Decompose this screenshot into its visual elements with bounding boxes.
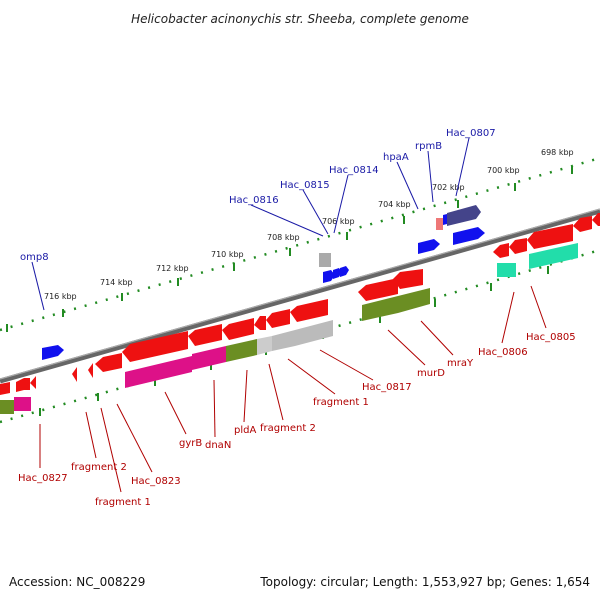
- top-leader-lines: [31, 137, 470, 311]
- gene-feature: [254, 316, 266, 330]
- tick-label: 698 kbp: [541, 148, 574, 157]
- tick-label: 708 kbp: [267, 233, 300, 242]
- gene-feature: [509, 238, 527, 254]
- gene-label-bottom: Hac_0817: [362, 382, 412, 393]
- gene-feature: [453, 227, 485, 245]
- gene-feature: [362, 296, 398, 321]
- tick-label: 702 kbp: [432, 183, 465, 192]
- gene-feature: [272, 330, 295, 351]
- gene-label-bottom: fragment 1: [95, 497, 151, 508]
- genome-backbone-highlight: [0, 208, 600, 380]
- gene-feature: [0, 400, 14, 414]
- gene-feature: [30, 376, 36, 389]
- gene-label-bottom: fragment 2: [71, 462, 127, 473]
- gene-label-top: rpmB: [415, 141, 442, 152]
- gene-feature: [319, 253, 331, 267]
- gene-feature: [222, 318, 254, 340]
- gene-feature: [192, 346, 226, 370]
- gene-feature: [72, 367, 77, 382]
- gene-label-bottom: murD: [417, 368, 445, 379]
- gene-feature: [290, 299, 328, 322]
- gene-label-top: Hac_0815: [280, 180, 330, 191]
- gene-feature: [295, 320, 333, 346]
- gene-label-bottom: Hac_0823: [131, 476, 181, 487]
- tick-label: 700 kbp: [487, 166, 520, 175]
- gene-feature: [436, 218, 443, 230]
- gene-feature: [95, 353, 122, 372]
- bottom-leader-lines: [39, 285, 547, 493]
- gene-feature: [323, 270, 335, 283]
- gene-feature: [418, 239, 440, 254]
- gene-feature: [125, 356, 192, 388]
- tick-label: 712 kbp: [156, 264, 189, 273]
- gene-feature: [257, 336, 272, 355]
- gene-feature: [592, 213, 600, 226]
- gene-feature: [0, 382, 10, 395]
- gene-label-top: hpaA: [383, 152, 409, 163]
- gene-feature: [529, 243, 578, 269]
- gene-label-bottom: fragment 1: [313, 397, 369, 408]
- gene-feature: [188, 324, 222, 346]
- forward-features: [42, 205, 485, 360]
- tick-label: 704 kbp: [378, 200, 411, 209]
- gene-feature: [398, 288, 430, 313]
- gene-feature: [393, 269, 423, 289]
- tick-label: 710 kbp: [211, 250, 244, 259]
- gene-feature: [42, 345, 64, 360]
- gene-feature: [266, 309, 290, 328]
- gene-feature: [122, 331, 188, 362]
- gene-feature: [497, 263, 516, 277]
- map-title: Helicobacter acinonychis str. Sheeba, co…: [131, 12, 469, 26]
- gene-feature: [340, 266, 349, 277]
- accession-text: Accession: NC_008229: [9, 575, 145, 589]
- tick-label: 714 kbp: [100, 278, 133, 287]
- gene-label-bottom: gyrB: [179, 438, 202, 449]
- upper-major-ticks: [6, 166, 573, 332]
- gene-feature: [493, 243, 509, 258]
- gene-feature: [88, 363, 93, 378]
- genome-backbone: [0, 208, 600, 384]
- gene-label-top: Hac_0816: [229, 195, 279, 206]
- gene-feature: [14, 397, 31, 411]
- gene-label-bottom: Hac_0805: [526, 332, 576, 343]
- genome-summary-text: Topology: circular; Length: 1,553,927 bp…: [259, 575, 590, 589]
- gene-label-bottom: Hac_0806: [478, 347, 528, 358]
- gene-label-top: Hac_0814: [329, 165, 379, 176]
- reverse-features: [0, 213, 600, 414]
- gene-feature: [447, 205, 481, 226]
- gene-feature: [573, 216, 592, 232]
- gene-label-bottom: pldA: [234, 425, 256, 436]
- tick-label: 706 kbp: [322, 217, 355, 226]
- gene-label-bottom: dnaN: [205, 440, 231, 451]
- gene-label-bottom: Hac_0827: [18, 473, 68, 484]
- gene-feature: [16, 378, 30, 392]
- gene-feature: [358, 278, 398, 301]
- gene-label-bottom: mraY: [447, 358, 474, 369]
- gene-feature: [226, 339, 257, 362]
- gene-feature: [333, 268, 342, 279]
- gene-label-top: omp8: [20, 252, 49, 263]
- gene-feature: [527, 224, 573, 249]
- tick-label: 716 kbp: [44, 292, 77, 301]
- gene-label-top: Hac_0807: [446, 128, 496, 139]
- gene-label-bottom: fragment 2: [260, 423, 316, 434]
